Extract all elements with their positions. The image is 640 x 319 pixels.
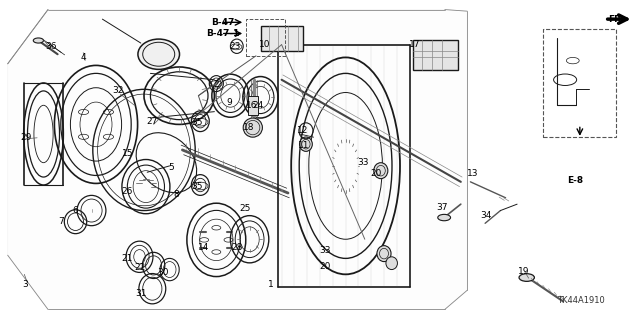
Text: 18: 18 [243, 123, 254, 132]
Text: 34: 34 [481, 211, 492, 220]
Circle shape [438, 214, 451, 221]
Text: 8: 8 [173, 190, 179, 199]
Bar [543, 29, 616, 137]
Text: 21: 21 [121, 254, 132, 263]
Text: 16: 16 [246, 101, 257, 110]
Text: B-47: B-47 [211, 18, 234, 27]
Text: 28: 28 [231, 243, 243, 252]
Bar [248, 96, 258, 115]
Text: 33: 33 [319, 246, 331, 255]
Text: 20: 20 [319, 262, 331, 271]
Text: 30: 30 [157, 268, 169, 277]
Text: 23: 23 [230, 42, 241, 51]
Text: 6: 6 [73, 206, 78, 215]
Ellipse shape [386, 257, 397, 270]
Text: E-8: E-8 [566, 176, 583, 185]
Text: 4: 4 [81, 53, 86, 62]
Polygon shape [8, 10, 467, 309]
Text: 32: 32 [113, 86, 124, 95]
Text: 25: 25 [239, 204, 251, 213]
Text: 14: 14 [198, 243, 209, 252]
Text: 15: 15 [122, 149, 134, 158]
Text: 3: 3 [23, 280, 28, 289]
Text: 22: 22 [134, 263, 145, 272]
Ellipse shape [300, 137, 312, 152]
Text: 24: 24 [252, 101, 264, 110]
Text: 35: 35 [191, 118, 203, 127]
Text: 37: 37 [436, 203, 447, 212]
Text: 20: 20 [371, 169, 382, 178]
Text: 5: 5 [169, 163, 174, 172]
Text: 7: 7 [59, 217, 64, 226]
Text: FR.: FR. [608, 15, 625, 24]
Text: 19: 19 [518, 267, 529, 276]
Text: 9: 9 [227, 98, 232, 107]
Text: 1: 1 [268, 280, 273, 289]
Circle shape [33, 38, 44, 43]
Text: 27: 27 [147, 117, 158, 126]
Ellipse shape [377, 246, 391, 262]
Text: B-47-1: B-47-1 [206, 29, 239, 38]
Text: 13: 13 [467, 169, 478, 178]
Text: 10: 10 [259, 40, 270, 49]
Text: 12: 12 [297, 126, 308, 135]
Bar [261, 26, 303, 51]
Circle shape [519, 274, 534, 281]
Ellipse shape [138, 39, 179, 70]
Text: 17: 17 [409, 40, 420, 49]
Text: 29: 29 [20, 133, 31, 142]
Ellipse shape [374, 163, 388, 179]
Ellipse shape [243, 118, 262, 137]
Text: 31: 31 [135, 289, 147, 298]
Text: 36: 36 [45, 42, 57, 51]
Text: TK44A1910: TK44A1910 [557, 296, 605, 305]
Bar [246, 19, 285, 56]
Bar [413, 40, 458, 70]
Text: 35: 35 [191, 182, 203, 191]
Text: 33: 33 [358, 158, 369, 167]
Text: 26: 26 [121, 187, 132, 196]
Text: 11: 11 [298, 141, 310, 150]
Text: 2: 2 [214, 80, 219, 89]
